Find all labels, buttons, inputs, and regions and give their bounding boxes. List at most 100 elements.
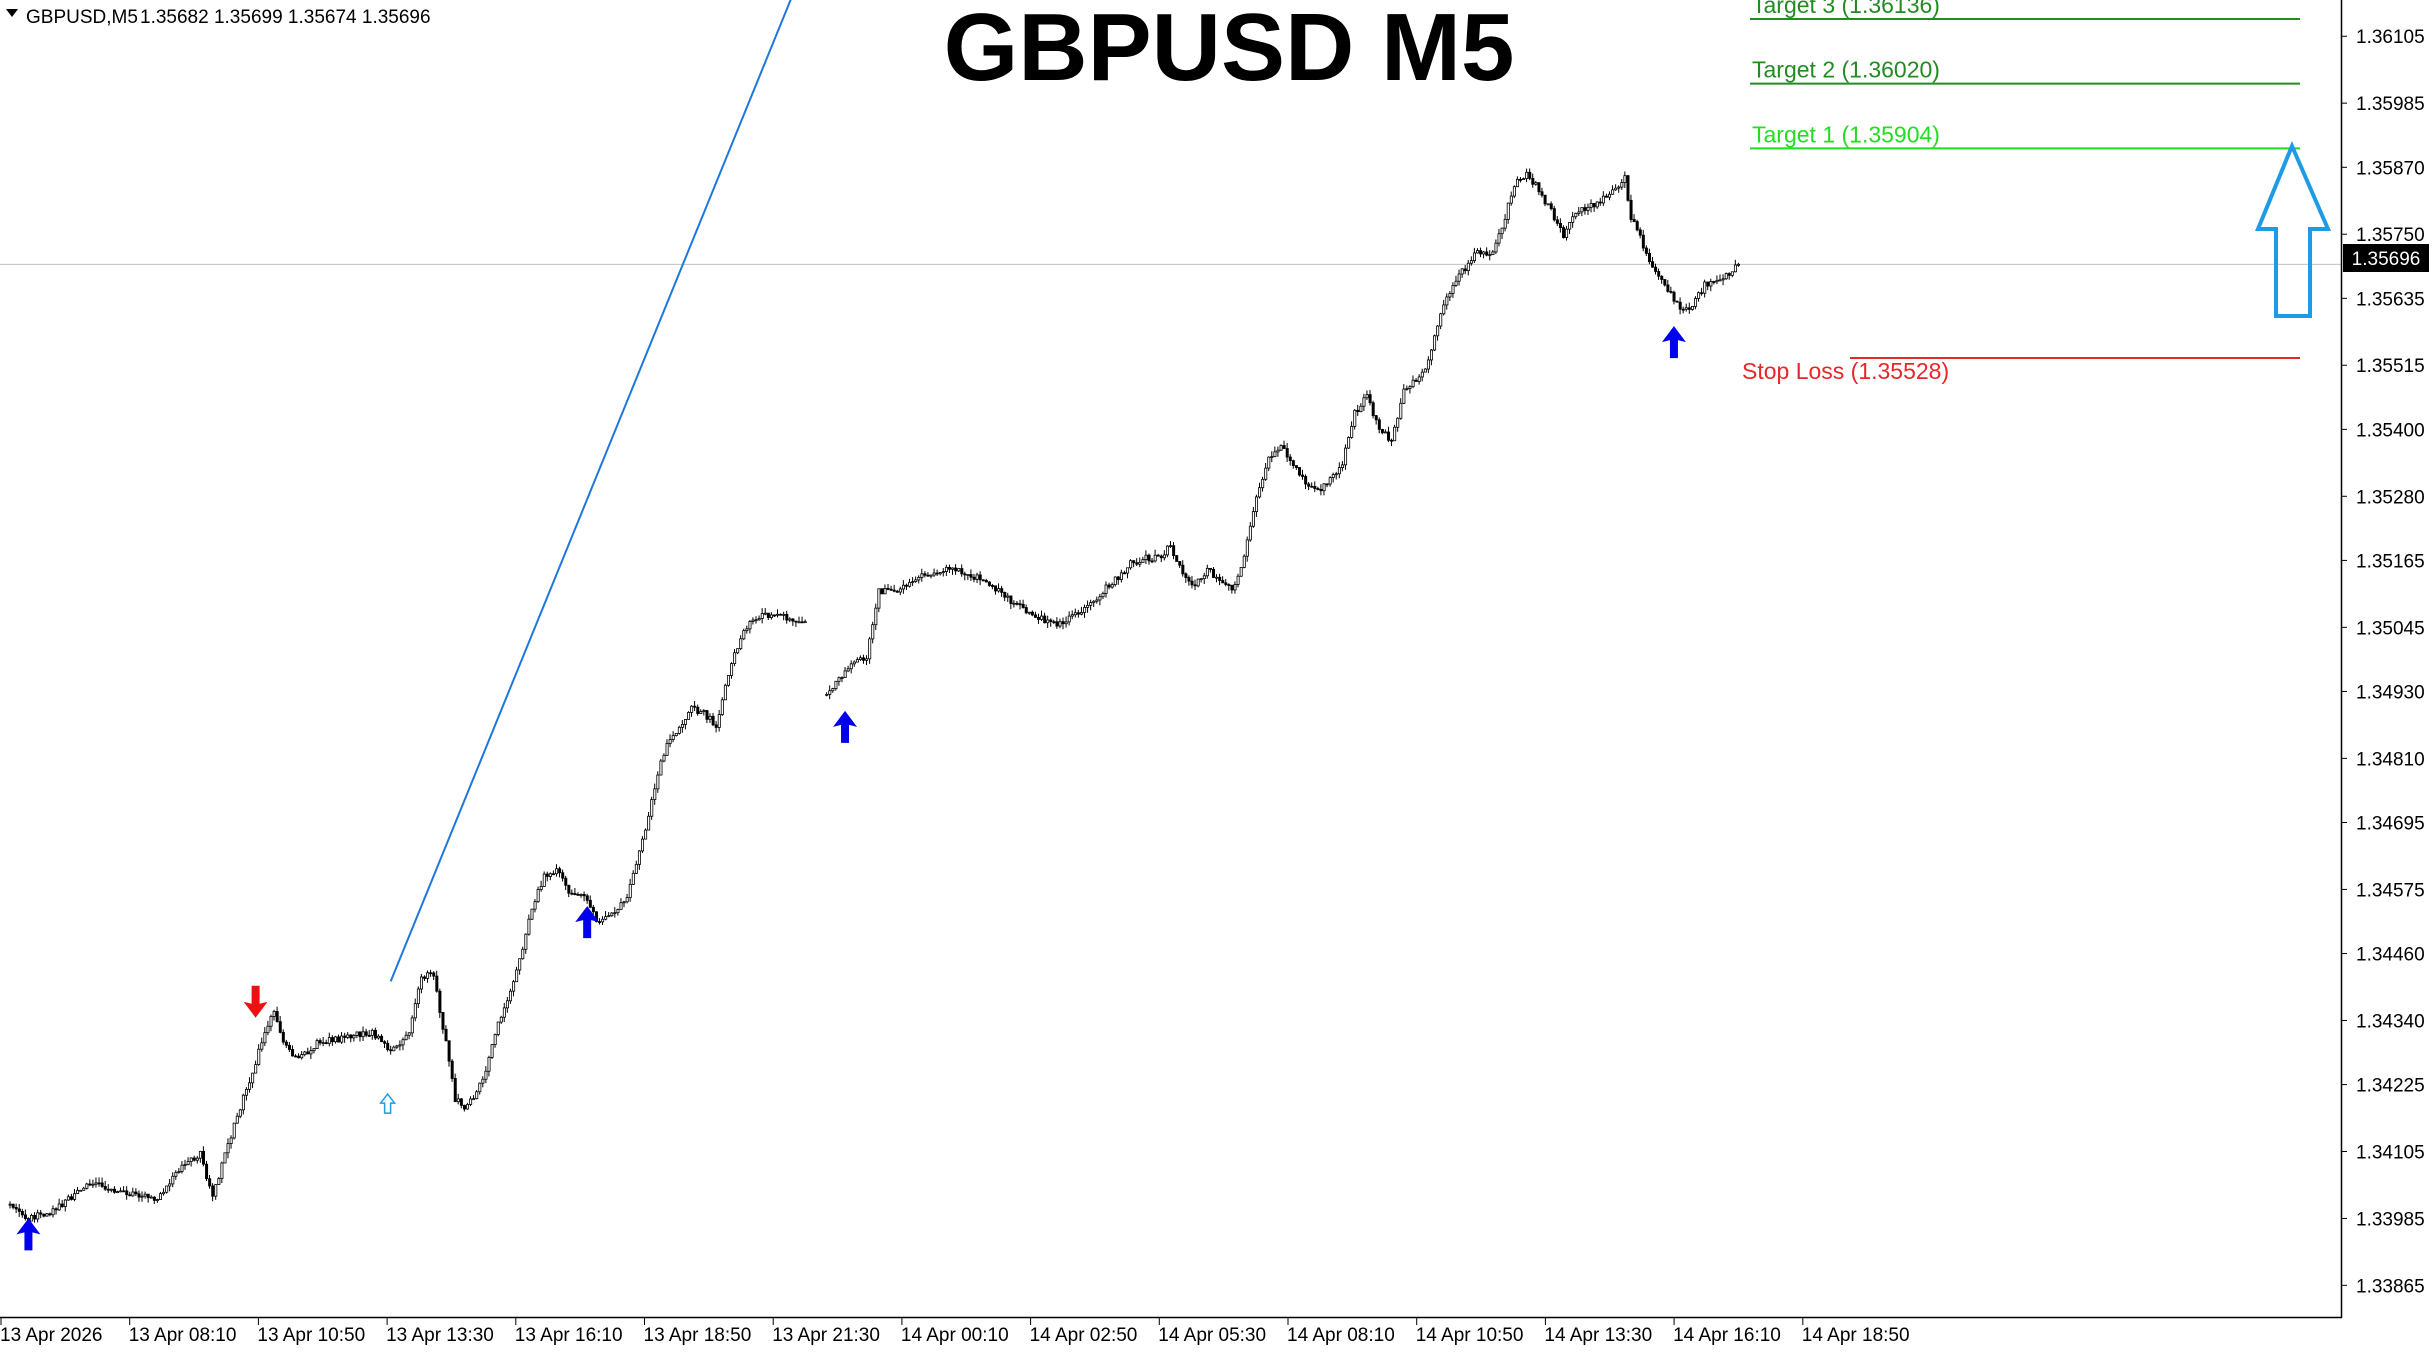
candle-body	[165, 1185, 169, 1193]
window-menu-triangle-icon[interactable]	[6, 9, 18, 17]
candle	[911, 577, 915, 586]
candle	[1694, 296, 1698, 310]
candle-body	[1374, 415, 1378, 421]
candle	[1107, 582, 1111, 590]
candle-body	[625, 897, 629, 903]
candle	[309, 1046, 313, 1060]
candle	[180, 1161, 184, 1174]
time-axis[interactable]: 13 Apr 2026 13 Apr 08:10 13 Apr 10:50 13 Ap…	[0, 1317, 1910, 1346]
candle-body	[680, 724, 684, 728]
candle-body	[1344, 447, 1348, 466]
candle	[831, 687, 835, 693]
candle	[23, 1209, 27, 1221]
candle-body	[1399, 402, 1403, 419]
candle	[1037, 613, 1041, 624]
candle-body	[241, 1094, 245, 1111]
candle-body	[1132, 560, 1136, 564]
candle-body	[776, 613, 780, 616]
candle-body	[1620, 182, 1624, 188]
candle-body	[1451, 285, 1455, 294]
candle	[134, 1188, 138, 1197]
candle-body	[877, 588, 881, 609]
candle-body	[122, 1190, 126, 1193]
candle-body	[1267, 456, 1271, 469]
candle-body	[991, 585, 995, 587]
candle-body	[1540, 191, 1544, 196]
candle	[963, 571, 967, 581]
candle	[1178, 561, 1182, 568]
candle	[1070, 610, 1074, 620]
candle-body	[143, 1193, 147, 1197]
candle	[1251, 506, 1255, 528]
candle	[487, 1055, 491, 1077]
x-tick-label: 14 Apr 08:10	[1287, 1325, 1395, 1346]
candle-body	[1276, 449, 1280, 453]
x-tick-label: 14 Apr 16:10	[1673, 1325, 1781, 1346]
candle-body	[803, 621, 807, 624]
candle-body	[957, 568, 961, 572]
candle-body	[380, 1035, 384, 1043]
candle	[1445, 293, 1449, 310]
candle-body	[1522, 178, 1526, 180]
candle-body	[155, 1199, 159, 1201]
candle	[1132, 560, 1136, 568]
candle	[723, 683, 727, 701]
symbol-label: GBPUSD,M5	[26, 7, 138, 28]
candle-body	[533, 901, 537, 910]
candle-body	[466, 1104, 470, 1110]
candle	[598, 918, 602, 925]
candle	[1208, 567, 1212, 573]
candle	[51, 1205, 55, 1218]
candle-body	[291, 1049, 295, 1057]
candle	[1294, 465, 1298, 470]
x-tick-label: 13 Apr 13:30	[386, 1325, 494, 1346]
candle	[1073, 608, 1077, 618]
candle-body	[1611, 189, 1615, 195]
candle	[1426, 356, 1430, 374]
candle-body	[555, 868, 559, 875]
candle-body	[429, 972, 433, 975]
candle-body	[1307, 483, 1311, 487]
candle	[208, 1174, 212, 1189]
candle	[1328, 476, 1332, 487]
candle-body	[1396, 417, 1400, 428]
candle	[920, 568, 924, 582]
candle	[1218, 573, 1222, 586]
candle-body	[1325, 483, 1329, 486]
candle	[1669, 286, 1673, 294]
candle-body	[1104, 584, 1108, 594]
candle-body	[628, 884, 632, 899]
candle	[1552, 205, 1556, 222]
candle-body	[1454, 280, 1458, 286]
candle-body	[327, 1037, 331, 1044]
candle	[444, 1025, 448, 1042]
candle-body	[969, 574, 973, 578]
candle-body	[1205, 567, 1209, 577]
candle-body	[1316, 488, 1320, 490]
candle	[168, 1178, 172, 1192]
candle	[1586, 203, 1590, 215]
candle-body	[254, 1064, 258, 1074]
candle	[349, 1034, 353, 1043]
candle	[527, 914, 531, 936]
candle	[1479, 247, 1483, 258]
candle	[1212, 567, 1216, 579]
candle	[1334, 471, 1338, 480]
candle	[825, 692, 829, 697]
candle	[297, 1053, 301, 1059]
candle-body	[769, 614, 773, 618]
candle	[690, 705, 694, 717]
candle	[1202, 572, 1206, 585]
candle	[1663, 279, 1667, 287]
candle-body	[389, 1049, 393, 1052]
candle	[11, 1203, 15, 1210]
price-axis[interactable]: 1.36105 1.35985 1.35870 1.35750 1.35635 1.355…	[2341, 27, 2425, 1297]
candle-body	[840, 677, 844, 679]
candle	[1344, 444, 1348, 470]
candle	[865, 655, 869, 666]
buy-signal-arrow-icon	[575, 906, 600, 939]
candle-body	[1150, 560, 1154, 563]
candle	[1393, 424, 1397, 442]
